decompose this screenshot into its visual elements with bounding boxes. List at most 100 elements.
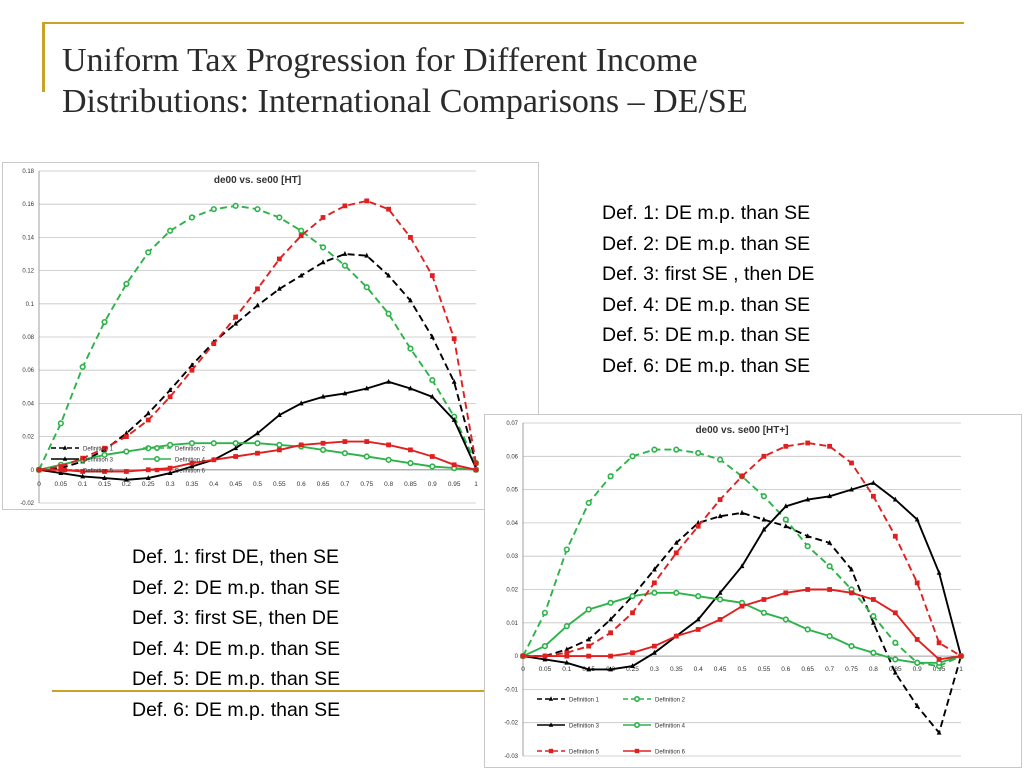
data-point: [914, 659, 921, 666]
data-point: [429, 454, 435, 459]
y-tick-label: 0.01: [506, 621, 518, 627]
x-tick-label: 0.05: [539, 666, 552, 673]
data-point: [892, 639, 899, 646]
data-point: [783, 443, 789, 449]
data-point: [848, 643, 855, 650]
data-point: [123, 280, 130, 287]
data-point: [717, 456, 724, 463]
data-point: [564, 646, 570, 652]
data-point: [630, 650, 635, 656]
data-point: [342, 203, 348, 209]
x-tick-label: 0.65: [317, 481, 330, 488]
data-point: [58, 464, 64, 469]
data-point: [102, 469, 107, 474]
data-point: [651, 589, 658, 596]
legend-swatch-marker: [634, 748, 640, 754]
data-point: [673, 550, 679, 556]
series-line: [38, 199, 477, 471]
data-point: [298, 272, 304, 278]
legend-label: Definition 5: [569, 749, 600, 755]
data-point: [408, 235, 413, 240]
series-definition-3: [36, 378, 479, 482]
y-tick-label: 0: [31, 468, 35, 474]
y-tick-label: 0: [515, 654, 519, 660]
data-point: [783, 503, 789, 509]
note-item: Def. 3: first SE, then DE: [132, 607, 339, 629]
data-point: [827, 587, 832, 592]
legend-label: Definition 1: [569, 697, 600, 703]
data-point: [36, 467, 42, 473]
data-point: [717, 513, 723, 519]
chart-ht: de00 vs. se00 [HT] -0.02 0 0.02 0.04 0.06 0.08…: [2, 162, 539, 510]
data-point: [363, 284, 370, 291]
x-tick-label: 0.85: [404, 481, 417, 488]
data-point: [255, 302, 260, 308]
data-point: [827, 539, 832, 545]
data-point: [761, 526, 767, 532]
legend-swatch-marker: [548, 748, 554, 754]
series-definition-5: [520, 440, 964, 659]
data-point: [586, 653, 592, 659]
data-point: [233, 445, 239, 451]
legend-item: Definition 4: [623, 721, 686, 729]
data-point: [586, 636, 592, 642]
x-tick-label: 0.5: [253, 481, 262, 488]
data-point: [232, 202, 239, 209]
data-point: [342, 439, 348, 444]
data-point: [167, 441, 174, 449]
data-point: [652, 643, 657, 649]
data-point: [871, 493, 876, 499]
data-point: [804, 626, 811, 633]
data-point: [564, 653, 570, 659]
data-point: [408, 297, 413, 303]
legend-label: Definition 6: [175, 468, 206, 474]
data-point: [429, 334, 435, 339]
y-tick-label: 0.04: [22, 401, 34, 407]
x-tick-label: 0: [37, 481, 41, 488]
chart-ht-svg: de00 vs. se00 [HT] -0.02 0 0.02 0.04 0.06 0.08…: [20, 169, 480, 507]
data-point: [276, 412, 282, 417]
note-item: Def. 5: DE m.p. than SE: [602, 324, 811, 346]
x-tick-label: 0.8: [869, 666, 878, 673]
data-point: [451, 378, 457, 384]
y-tick-label: -0.01: [504, 687, 518, 693]
legend-swatch-marker: [154, 467, 160, 473]
slide-title: Uniform Tax Progression for Different In…: [62, 40, 962, 122]
data-point: [233, 314, 239, 320]
data-point: [124, 469, 129, 474]
x-tick-label: 0.3: [166, 481, 175, 488]
data-point: [364, 252, 370, 258]
data-point: [870, 613, 877, 620]
data-point: [451, 417, 457, 422]
data-point: [58, 470, 64, 476]
data-point: [827, 493, 832, 499]
data-point: [695, 593, 702, 600]
note-item: Def. 3: first SE , then DE: [602, 263, 815, 285]
y-tick-label: 0.07: [506, 421, 518, 427]
x-tick-label: 0.7: [825, 666, 834, 673]
data-point: [805, 496, 811, 502]
data-point: [914, 637, 920, 642]
data-point: [805, 533, 811, 539]
y-tick-label: 0.14: [22, 235, 34, 241]
data-point: [651, 446, 658, 453]
y-tick-label: 0.02: [22, 435, 34, 441]
data-point: [189, 367, 195, 373]
series-definition-4: [519, 589, 965, 666]
data-point: [145, 410, 151, 416]
data-point: [363, 453, 370, 460]
data-point: [254, 440, 261, 447]
data-point: [408, 385, 413, 391]
data-point: [167, 470, 173, 476]
data-point: [760, 493, 768, 500]
data-point: [188, 440, 196, 447]
chart-title: de00 vs. se00 [HT]: [214, 175, 301, 186]
x-tick-label: 0.25: [626, 666, 639, 673]
data-point: [145, 475, 151, 481]
legend-label: Definition 5: [83, 468, 114, 474]
data-point: [80, 473, 86, 479]
data-point: [936, 729, 942, 735]
data-point: [542, 653, 548, 659]
series-definition-5: [36, 198, 479, 473]
data-point: [542, 656, 548, 662]
